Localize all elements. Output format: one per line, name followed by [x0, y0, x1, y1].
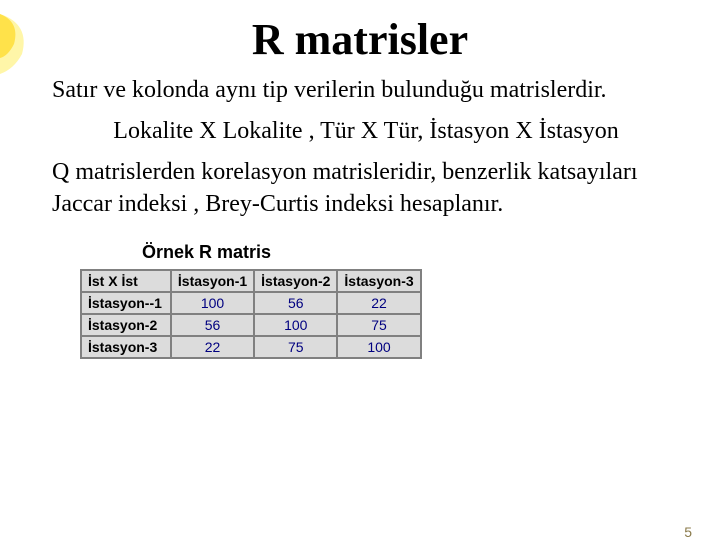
slide-title: R matrisler	[0, 14, 720, 65]
cell: 56	[171, 314, 254, 336]
example-label: Örnek R matris	[142, 242, 680, 263]
matrix-table: İst X İst İstasyon-1 İstasyon-2 İstasyon…	[80, 269, 422, 359]
paragraph-2: Lokalite X Lokalite , Tür X Tür, İstasyo…	[52, 116, 680, 147]
corner-header: İst X İst	[81, 270, 171, 292]
cell: 56	[254, 292, 337, 314]
matrix-table-wrap: İst X İst İstasyon-1 İstasyon-2 İstasyon…	[80, 269, 680, 359]
table-row: İstasyon-2 56 100 75	[81, 314, 421, 336]
row-header: İstasyon-2	[81, 314, 171, 336]
col-header: İstasyon-1	[171, 270, 254, 292]
col-header: İstasyon-3	[337, 270, 420, 292]
paragraph-1: Satır ve kolonda aynı tip verilerin bulu…	[52, 75, 680, 106]
table-header-row: İst X İst İstasyon-1 İstasyon-2 İstasyon…	[81, 270, 421, 292]
page-number: 5	[684, 524, 692, 540]
cell: 75	[337, 314, 420, 336]
cell: 75	[254, 336, 337, 358]
row-header: İstasyon-3	[81, 336, 171, 358]
cell: 22	[171, 336, 254, 358]
col-header: İstasyon-2	[254, 270, 337, 292]
cell: 100	[171, 292, 254, 314]
table-row: İstasyon--1 100 56 22	[81, 292, 421, 314]
row-header: İstasyon--1	[81, 292, 171, 314]
table-row: İstasyon-3 22 75 100	[81, 336, 421, 358]
paragraph-3: Q matrislerden korelasyon matrisleridir,…	[52, 157, 680, 219]
cell: 100	[337, 336, 420, 358]
cell: 100	[254, 314, 337, 336]
slide-body: Satır ve kolonda aynı tip verilerin bulu…	[0, 75, 720, 359]
cell: 22	[337, 292, 420, 314]
slide: R matrisler Satır ve kolonda aynı tip ve…	[0, 14, 720, 540]
